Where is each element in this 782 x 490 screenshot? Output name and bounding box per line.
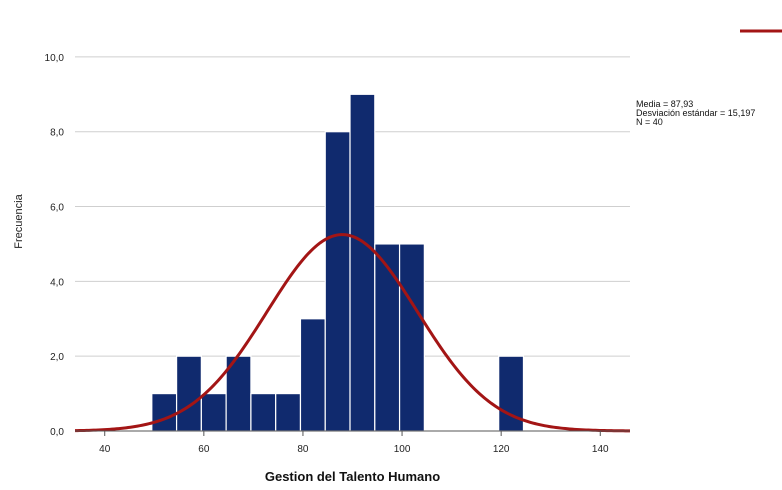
y-tick-label: 2,0: [50, 352, 64, 363]
x-axis-ticks: 40 60 80 100 120 140: [99, 431, 609, 455]
stats-n: N = 40: [636, 117, 663, 127]
x-tick-label: 40: [99, 444, 111, 455]
x-tick-label: 100: [394, 444, 411, 455]
histogram-bars: [151, 93, 525, 432]
histogram-bar: [200, 392, 227, 432]
stats-mean: Media = 87,93: [636, 99, 693, 109]
histogram-bar: [398, 243, 425, 432]
normal-curve-line: [74, 233, 631, 433]
stats-sd: Desviación estándar = 15,197: [636, 108, 755, 118]
y-tick-label: 0,0: [50, 427, 64, 438]
histogram-bar: [349, 93, 376, 432]
x-tick-label: 140: [592, 444, 609, 455]
histogram-bar: [299, 318, 326, 432]
x-tick-label: 80: [297, 444, 309, 455]
histogram-bar: [324, 131, 351, 432]
x-tick-label: 120: [493, 444, 510, 455]
y-tick-label: 8,0: [50, 128, 64, 139]
histogram-bar: [175, 355, 202, 432]
x-axis-title: Gestion del Talento Humano: [265, 469, 440, 484]
y-axis-title: Frecuencia: [13, 193, 25, 248]
x-tick-label: 60: [198, 444, 210, 455]
legend-stats: Media = 87,93 Desviación estándar = 15,1…: [636, 99, 755, 127]
histogram-bar: [151, 392, 178, 432]
y-tick-label: 6,0: [50, 203, 64, 214]
histogram-bar: [250, 392, 277, 432]
y-tick-label: 10,0: [45, 53, 65, 64]
histogram-bar: [374, 243, 401, 432]
histogram-bar: [275, 392, 302, 432]
y-tick-label: 4,0: [50, 277, 64, 288]
y-axis-ticks: 0,0 2,0 4,0 6,0 8,0 10,0: [45, 53, 65, 438]
